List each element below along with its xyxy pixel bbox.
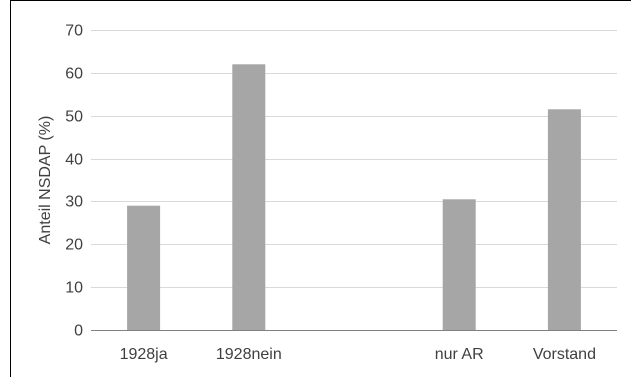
bars bbox=[127, 64, 581, 331]
x-tick-labels: 1928ja 1928nein nur AR Vorstand bbox=[120, 346, 596, 363]
y-tick-label: 50 bbox=[65, 109, 83, 126]
y-tick-label: 30 bbox=[65, 194, 83, 211]
y-tick-label: 20 bbox=[65, 237, 83, 254]
y-tick-labels: 0 10 20 30 40 50 60 70 bbox=[65, 23, 83, 340]
x-tick-label: 1928nein bbox=[216, 346, 282, 363]
bar bbox=[547, 109, 581, 330]
y-tick-label: 0 bbox=[74, 323, 83, 340]
bar bbox=[442, 199, 476, 330]
x-tick-label: nur AR bbox=[435, 346, 484, 363]
y-tick-label: 40 bbox=[65, 152, 83, 169]
y-tick-label: 10 bbox=[65, 280, 83, 297]
y-tick-label: 60 bbox=[65, 66, 83, 83]
bar bbox=[232, 64, 266, 331]
y-tick-label: 70 bbox=[65, 23, 83, 40]
bar bbox=[127, 205, 161, 330]
grid-lines bbox=[91, 30, 617, 288]
x-tick-label: 1928ja bbox=[120, 346, 168, 363]
y-axis-label: Anteil NSDAP (%) bbox=[37, 116, 54, 245]
x-tick-label: Vorstand bbox=[533, 346, 596, 363]
